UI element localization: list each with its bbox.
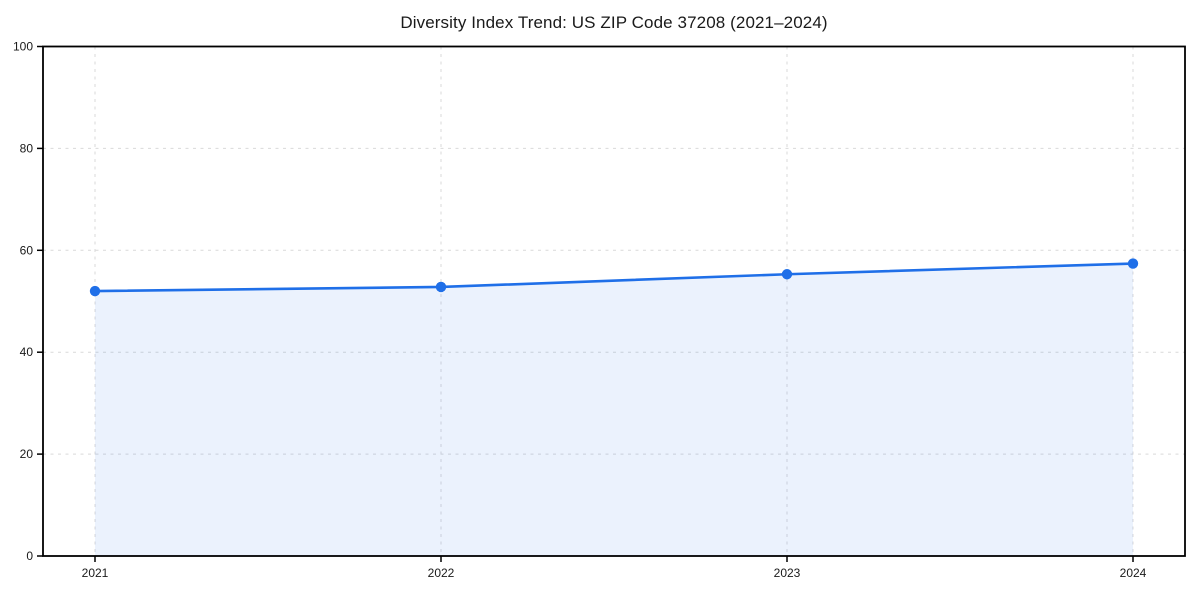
y-tick-label: 100 (13, 40, 33, 54)
data-point-2022 (435, 281, 447, 293)
data-point-2023 (781, 269, 793, 280)
data-point-2024 (1127, 258, 1139, 269)
series-line (93, 262, 1135, 293)
y-tick-label: 60 (20, 243, 34, 257)
y-tick-label: 0 (26, 549, 33, 563)
trend-line (93, 262, 1135, 293)
y-tick-label: 80 (20, 141, 34, 155)
series-area-fill (95, 263, 1133, 556)
plot-border (42, 45, 1186, 557)
x-tick-label: 2023 (774, 566, 801, 580)
y-tick-label: 20 (20, 447, 34, 461)
x-tick-label: 2024 (1120, 566, 1147, 580)
tick-marks (37, 45, 1134, 562)
tick-labels: 0 20 40 60 80 100 2021 2022 2023 2024 (13, 40, 1147, 581)
x-tick-label: 2022 (428, 566, 455, 580)
data-point-2021 (89, 285, 101, 297)
axes-spines (42, 45, 1186, 557)
data-markers (89, 258, 1139, 297)
chart-title: Diversity Index Trend: US ZIP Code 37208… (400, 13, 828, 32)
area-fill (95, 263, 1133, 556)
x-tick-label: 2021 (82, 566, 109, 580)
y-tick-label: 40 (20, 345, 34, 359)
